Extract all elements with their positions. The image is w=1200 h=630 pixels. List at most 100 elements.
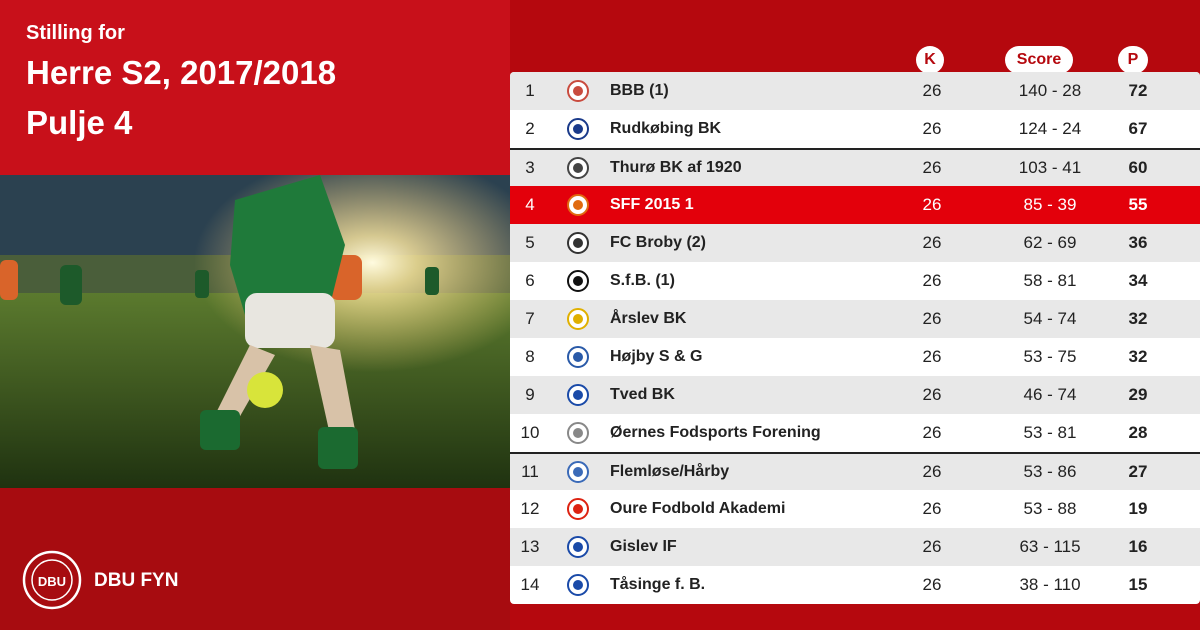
rank-cell: 6 bbox=[525, 271, 535, 290]
table-row[interactable]: 2 Rudkøbing BK 26 124 - 24 67 bbox=[510, 110, 1200, 148]
table-row[interactable]: 5 FC Broby (2) 26 62 - 69 36 bbox=[510, 224, 1200, 262]
page-subtitle-group: Pulje 4 bbox=[26, 104, 133, 141]
rank-cell: 13 bbox=[520, 537, 540, 556]
points-cell: 72 bbox=[1128, 81, 1148, 100]
points-cell: 19 bbox=[1128, 499, 1148, 518]
team-name: Øernes Fodsports Forening bbox=[610, 424, 821, 441]
tved-shield-icon bbox=[566, 383, 590, 407]
score-cell: 63 - 115 bbox=[1019, 537, 1081, 556]
matches-cell: 26 bbox=[922, 233, 942, 252]
column-header-k: K bbox=[916, 46, 944, 74]
team-name: Oure Fodbold Akademi bbox=[610, 500, 786, 517]
rank-cell: 9 bbox=[525, 385, 535, 404]
rank-cell: 10 bbox=[520, 423, 540, 442]
standings-table: 1 BBB (1) 26 140 - 28 72 2 Rudkøbing BK 26 124 -… bbox=[510, 72, 1200, 604]
matches-cell: 26 bbox=[922, 158, 942, 177]
matches-cell: 26 bbox=[922, 499, 942, 518]
table-row[interactable]: 4 SFF 2015 1 26 85 - 39 55 bbox=[510, 186, 1200, 224]
matches-cell: 26 bbox=[922, 271, 942, 290]
footer-panel bbox=[0, 488, 510, 630]
points-cell: 55 bbox=[1128, 195, 1148, 214]
table-row[interactable]: 10 Øernes Fodsports Forening 26 53 - 81 28 bbox=[510, 414, 1200, 452]
table-row[interactable]: 13 Gislev IF 26 63 - 115 16 bbox=[510, 528, 1200, 566]
sff-ball-icon bbox=[566, 193, 590, 217]
score-cell: 53 - 75 bbox=[1023, 347, 1077, 366]
matches-cell: 26 bbox=[922, 462, 942, 481]
matches-cell: 26 bbox=[922, 119, 942, 138]
rank-cell: 4 bbox=[525, 195, 535, 214]
team-name: Thurø BK af 1920 bbox=[610, 159, 742, 176]
page-title: Herre S2, 2017/2018 bbox=[26, 54, 337, 91]
sfb-text-icon bbox=[566, 269, 590, 293]
points-cell: 28 bbox=[1128, 423, 1148, 442]
football-photo-illustration bbox=[0, 175, 510, 488]
matches-cell: 26 bbox=[922, 575, 942, 594]
table-row[interactable]: 14 Tåsinge f. B. 26 38 - 110 15 bbox=[510, 566, 1200, 604]
table-row[interactable]: 1 BBB (1) 26 140 - 28 72 bbox=[510, 72, 1200, 110]
points-cell: 15 bbox=[1128, 575, 1148, 594]
rudkobing-shield-icon bbox=[566, 117, 590, 141]
matches-cell: 26 bbox=[922, 195, 942, 214]
broby-badge-icon bbox=[566, 231, 590, 255]
oernes-shield-icon bbox=[566, 421, 590, 445]
table-row[interactable]: 7 Årslev BK 26 54 - 74 32 bbox=[510, 300, 1200, 338]
column-header-p: P bbox=[1118, 46, 1148, 74]
matches-cell: 26 bbox=[922, 309, 942, 328]
table-row[interactable]: 11 Flemløse/Hårby 26 53 - 86 27 bbox=[510, 452, 1200, 490]
subtitle: Stilling for bbox=[26, 22, 125, 44]
score-cell: 58 - 81 bbox=[1023, 271, 1077, 290]
points-cell: 34 bbox=[1128, 271, 1148, 290]
score-cell: 53 - 86 bbox=[1023, 462, 1077, 481]
arslev-round-icon bbox=[566, 307, 590, 331]
rank-cell: 14 bbox=[520, 575, 540, 594]
matches-cell: 26 bbox=[922, 385, 942, 404]
score-cell: 124 - 24 bbox=[1018, 119, 1082, 138]
oure-logo-icon bbox=[566, 497, 590, 521]
table-row[interactable]: 8 Højby S & G 26 53 - 75 32 bbox=[510, 338, 1200, 376]
table-row[interactable]: 3 Thurø BK af 1920 26 103 - 41 60 bbox=[510, 148, 1200, 186]
thuro-round-icon bbox=[566, 156, 590, 180]
score-cell: 46 - 74 bbox=[1023, 385, 1077, 404]
score-cell: 85 - 39 bbox=[1023, 195, 1077, 214]
rank-cell: 1 bbox=[525, 81, 535, 100]
team-name: Flemløse/Hårby bbox=[610, 463, 730, 480]
points-cell: 32 bbox=[1128, 309, 1148, 328]
table-row[interactable]: 12 Oure Fodbold Akademi 26 53 - 88 19 bbox=[510, 490, 1200, 528]
football-photo bbox=[0, 175, 510, 488]
team-name: Årslev BK bbox=[610, 310, 687, 327]
team-name: S.f.B. (1) bbox=[610, 272, 675, 289]
points-cell: 67 bbox=[1128, 119, 1148, 138]
dbu-crest-icon: DBU bbox=[22, 550, 82, 610]
matches-cell: 26 bbox=[922, 81, 942, 100]
rank-cell: 7 bbox=[525, 309, 535, 328]
tasinge-round-icon bbox=[566, 573, 590, 597]
score-cell: 140 - 28 bbox=[1018, 81, 1082, 100]
table-row[interactable]: 6 S.f.B. (1) 26 58 - 81 34 bbox=[510, 262, 1200, 300]
team-name: BBB (1) bbox=[610, 82, 669, 99]
score-cell: 103 - 41 bbox=[1018, 158, 1082, 177]
column-header-score: Score bbox=[1005, 46, 1073, 74]
header-panel: Stilling for Herre S2, 2017/2018 Pulje 4 bbox=[0, 0, 510, 175]
rank-cell: 2 bbox=[525, 119, 535, 138]
team-name: Tåsinge f. B. bbox=[610, 576, 706, 593]
bbb-crest-icon bbox=[566, 79, 590, 103]
flemlose-crest-icon bbox=[566, 460, 590, 484]
points-cell: 60 bbox=[1128, 158, 1148, 177]
points-cell: 29 bbox=[1128, 385, 1148, 404]
rank-cell: 8 bbox=[525, 347, 535, 366]
team-name: SFF 2015 1 bbox=[610, 196, 694, 213]
dbu-logo-text: DBU bbox=[38, 574, 66, 589]
points-cell: 36 bbox=[1128, 233, 1148, 252]
table-row[interactable]: 9 Tved BK 26 46 - 74 29 bbox=[510, 376, 1200, 414]
points-cell: 32 bbox=[1128, 347, 1148, 366]
hojby-round-icon bbox=[566, 345, 590, 369]
points-cell: 27 bbox=[1128, 462, 1148, 481]
matches-cell: 26 bbox=[922, 537, 942, 556]
brand-name: DBU FYN bbox=[94, 570, 179, 591]
dbu-logo: DBU bbox=[22, 550, 82, 610]
team-name: Gislev IF bbox=[610, 538, 677, 555]
rank-cell: 5 bbox=[525, 233, 535, 252]
rank-cell: 11 bbox=[521, 462, 539, 481]
score-cell: 54 - 74 bbox=[1023, 309, 1077, 328]
team-name: Tved BK bbox=[610, 386, 675, 403]
